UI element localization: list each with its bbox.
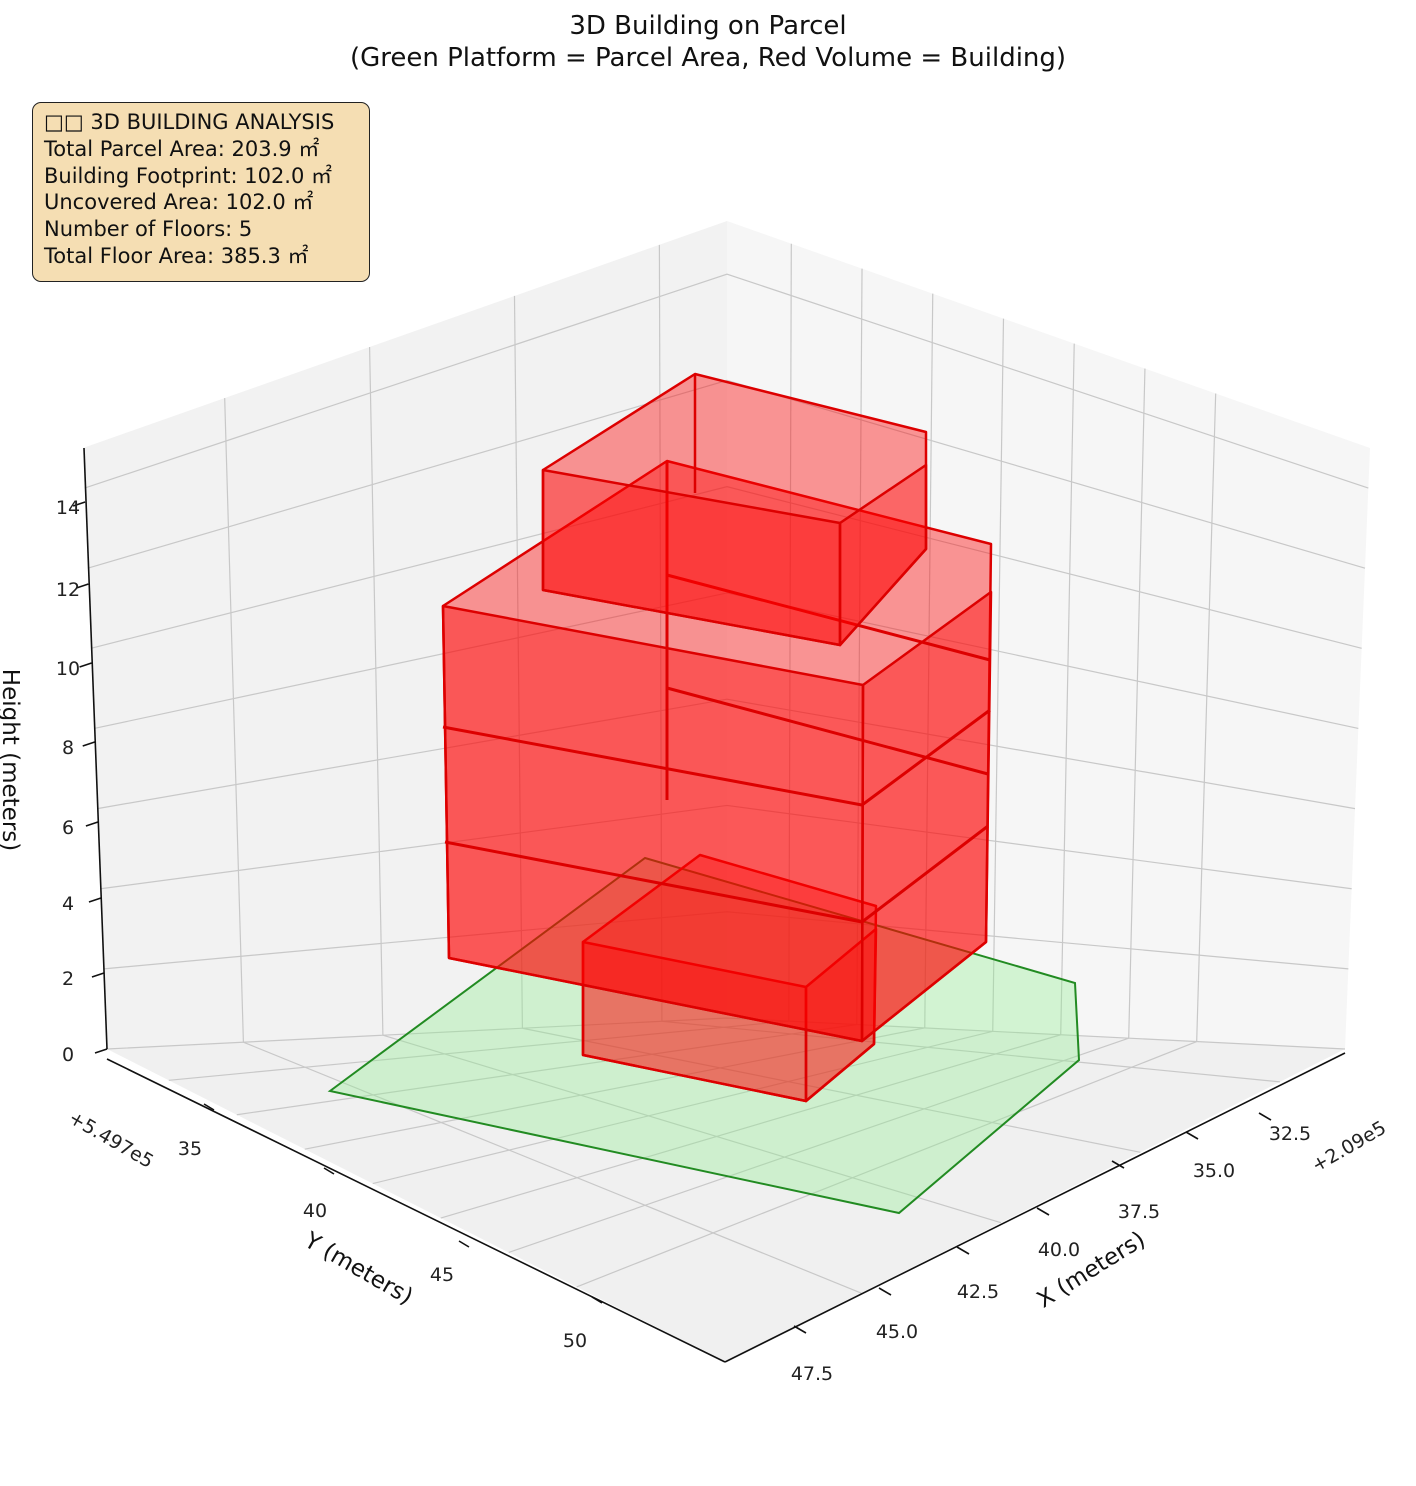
grid-line-y-wall (513, 295, 523, 1029)
floor-divider-1 (442, 708, 991, 807)
grid-line-x-wall (788, 243, 792, 1022)
x-tick-label: 37.5 (1118, 1201, 1160, 1223)
parcel-platform (327, 856, 1081, 1215)
z-tick-mark (94, 1048, 108, 1054)
z-tick-label: 4 (62, 893, 74, 915)
grid-line-x-floor (372, 1030, 993, 1185)
y-tick-mark (591, 1296, 603, 1304)
z-tick-label: 2 (62, 968, 74, 990)
grid-line-x-floor (440, 1034, 1061, 1219)
grid-line-z (94, 592, 1359, 730)
grid-line-x-floor (168, 1020, 789, 1081)
x-offset-label: +2.09e5 (1308, 1117, 1390, 1177)
y-tick-label: 40 (303, 1200, 327, 1222)
z-tick-label: 6 (62, 817, 74, 839)
grid-line-z (87, 379, 1366, 569)
y-tick-label: 35 (178, 1138, 202, 1160)
grid-line-y-floor (243, 1041, 862, 1294)
grid-line-y-floor (661, 1020, 1280, 1083)
analysis-info-box: □□ 3D BUILDING ANALYSIS Total Parcel Are… (32, 102, 370, 282)
x-tick-mark (956, 1246, 970, 1255)
x-tick-mark (1111, 1160, 1125, 1169)
z-tick-mark (76, 583, 89, 589)
chart-title-line2: (Green Platform = Parcel Area, Red Volum… (349, 43, 1067, 73)
grid-line-x-floor (576, 1041, 1197, 1288)
x-tick-mark (1185, 1131, 1199, 1140)
parcel-polygon (327, 856, 1081, 1215)
grid-line-y-wall (224, 398, 244, 1043)
grid-line-z (97, 698, 1356, 810)
x-tick-mark (878, 1287, 892, 1296)
chart-title-line1: 3D Building on Parcel (569, 11, 847, 41)
z-tick-mark (91, 972, 105, 978)
info-line-floor-area: Total Floor Area: 385.3 ㎡ (44, 243, 309, 268)
grid-line-x-wall (1128, 368, 1146, 1039)
floor-pane (107, 1018, 1345, 1362)
y-tick-label: 45 (430, 1264, 454, 1286)
z-tick-label: 12 (56, 579, 80, 601)
grid-line-y-floor (522, 1027, 1141, 1153)
grid-line-z (106, 1017, 1346, 1050)
grid-line-y-floor (382, 1034, 1002, 1224)
info-line-uncovered: Uncovered Area: 102.0 ㎡ (44, 190, 314, 215)
x-axis-line (724, 1052, 1346, 1363)
grid-line-z (90, 486, 1362, 649)
x-tick-label: 35.0 (1193, 1160, 1235, 1182)
z-tick-mark (82, 741, 95, 747)
grid-line-x-wall (1060, 343, 1075, 1035)
y-offset-label: +5.497e5 (65, 1107, 157, 1173)
x-tick-mark (793, 1325, 807, 1334)
grid-line-y-wall (368, 346, 384, 1036)
x-tick-label: 40.0 (1038, 1239, 1080, 1261)
grid-line-x-floor (236, 1023, 857, 1116)
info-line-footprint: Building Footprint: 102.0 ㎡ (44, 163, 333, 188)
z-tick-mark (85, 821, 99, 827)
grid-line-x-wall (856, 268, 863, 1025)
y-tick-mark (458, 1240, 470, 1248)
z-axis-line (83, 447, 108, 1050)
axis-lines (72, 447, 1346, 1363)
building-floor-1-side (804, 927, 878, 1103)
grid-lines (84, 243, 1369, 1294)
y-tick-mark (323, 1167, 335, 1175)
floor-divider-back-1 (666, 573, 991, 662)
grid-line-x-wall (1196, 393, 1217, 1042)
grid-line-z (100, 804, 1352, 890)
y-tick-mark (203, 1103, 215, 1111)
z-tick-mark (72, 501, 86, 507)
chart-title: 3D Building on Parcel (Green Platform = … (0, 10, 1416, 74)
z-tick-mark (88, 897, 102, 903)
z-axis-label: Height (meters) (0, 669, 23, 851)
y-axis-line (106, 1058, 726, 1363)
floor-divider-back-2 (666, 686, 989, 776)
x-tick-mark (1258, 1112, 1272, 1121)
z-tick-label: 14 (56, 497, 80, 519)
z-tick-label: 10 (56, 658, 80, 680)
grid-line-z (84, 273, 1369, 489)
grid-line-z (103, 911, 1349, 970)
x-tick-label: 47.5 (791, 1363, 833, 1385)
info-line-floors: Number of Floors: 5 (44, 217, 253, 242)
info-line-parcel-area: Total Parcel Area: 203.9 ㎡ (44, 136, 320, 161)
grid-line-x-wall (924, 293, 934, 1028)
grid-line-x-floor (508, 1037, 1129, 1254)
z-tick-label: 8 (62, 737, 74, 759)
y-axis-label: Y (meters) (299, 1227, 417, 1310)
info-box-heading: □□ 3D BUILDING ANALYSIS (44, 110, 335, 134)
x-tick-label: 32.5 (1269, 1123, 1311, 1145)
building-floor-5-side (838, 463, 928, 647)
x-tick-mark (1036, 1207, 1050, 1216)
x-tick-label: 42.5 (957, 1281, 999, 1303)
y-tick-label: 50 (563, 1330, 587, 1352)
building-volume (441, 372, 993, 1103)
z-tick-mark (79, 662, 92, 668)
x-tick-label: 45.0 (876, 1321, 918, 1343)
grid-line-x-wall (992, 318, 1005, 1032)
grid-line-y-wall (658, 244, 663, 1022)
floor-divider-2 (444, 824, 989, 924)
tick-labels: 0 2 4 6 8 10 12 14 35 40 45 50 32.5 35.0 37.5 40.0 42.5 4… (56, 497, 1311, 1385)
z-tick-label: 0 (62, 1044, 74, 1066)
grid-line-x-floor (304, 1027, 925, 1150)
